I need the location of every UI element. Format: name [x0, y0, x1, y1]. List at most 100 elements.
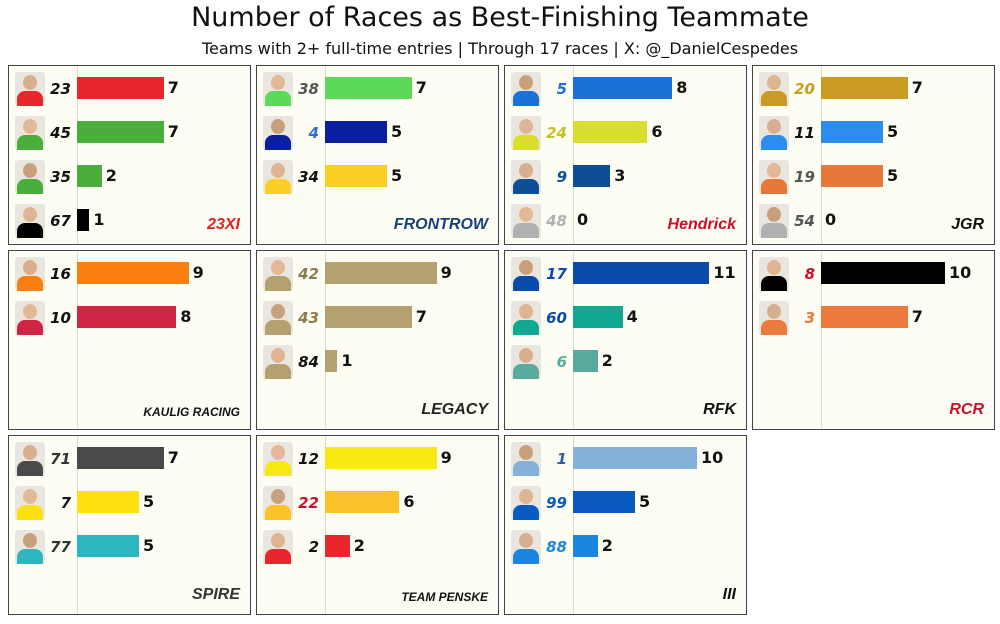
- driver-photo: [511, 204, 541, 238]
- driver-photo: [263, 530, 293, 564]
- driver-firesuit: [513, 135, 539, 150]
- car-number: 71: [50, 450, 71, 468]
- car-number: 5: [556, 80, 567, 98]
- bar: [325, 447, 437, 469]
- car-number: 3: [804, 309, 815, 327]
- driver-photo: [511, 530, 541, 564]
- driver-firesuit: [513, 461, 539, 476]
- data-label: 5: [391, 166, 403, 185]
- driver-photo: [759, 257, 789, 291]
- chart-subtitle: Teams with 2+ full-time entries | Throug…: [201, 39, 799, 58]
- driver-row: 20 7: [753, 72, 994, 106]
- bar: [77, 209, 90, 231]
- driver-head: [271, 260, 285, 275]
- driver-firesuit: [17, 461, 43, 476]
- team-panel: 1 10 99 5 88 2 III: [504, 435, 747, 615]
- driver-row: 11 5: [753, 116, 994, 150]
- axis-zero-line: [77, 436, 78, 614]
- driver-row: 22 6: [257, 486, 498, 520]
- driver-firesuit: [265, 461, 291, 476]
- driver-row: 24 6: [505, 116, 746, 150]
- team-logo: JGR: [951, 216, 984, 233]
- driver-firesuit: [17, 549, 43, 564]
- bar: [573, 306, 623, 328]
- driver-head: [767, 207, 781, 222]
- driver-photo: [15, 257, 45, 291]
- car-number: 99: [546, 494, 567, 512]
- data-label: 8: [676, 78, 688, 97]
- driver-firesuit: [761, 91, 787, 106]
- team-logo: III: [722, 586, 736, 603]
- bar: [325, 535, 350, 557]
- driver-head: [519, 119, 533, 134]
- driver-photo: [759, 301, 789, 335]
- car-number: 2: [308, 538, 319, 556]
- data-label: 8: [180, 307, 192, 326]
- car-number: 20: [794, 80, 815, 98]
- data-label: 7: [167, 122, 179, 141]
- car-number: 19: [794, 168, 815, 186]
- driver-firesuit: [17, 276, 43, 291]
- driver-head: [271, 533, 285, 548]
- driver-firesuit: [513, 91, 539, 106]
- driver-head: [767, 304, 781, 319]
- driver-firesuit: [761, 276, 787, 291]
- driver-photo: [263, 442, 293, 476]
- team-logo: SPIRE: [191, 586, 240, 603]
- data-label: 7: [415, 78, 427, 97]
- car-number: 16: [50, 265, 71, 283]
- driver-firesuit: [513, 364, 539, 379]
- data-label: 5: [143, 536, 155, 555]
- bar: [325, 262, 437, 284]
- driver-head: [271, 75, 285, 90]
- driver-photo: [511, 116, 541, 150]
- driver-firesuit: [513, 223, 539, 238]
- driver-photo: [15, 530, 45, 564]
- axis-zero-line: [573, 436, 574, 614]
- car-number: 48: [546, 212, 567, 230]
- data-label: 7: [911, 78, 923, 97]
- data-label: 11: [713, 263, 736, 282]
- driver-firesuit: [265, 179, 291, 194]
- bar: [325, 77, 412, 99]
- driver-head: [519, 207, 533, 222]
- driver-head: [271, 489, 285, 504]
- data-label: 5: [887, 122, 899, 141]
- data-label: 2: [601, 536, 613, 555]
- driver-photo: [263, 301, 293, 335]
- driver-head: [271, 348, 285, 363]
- driver-row: 12 9: [257, 442, 498, 476]
- driver-firesuit: [17, 505, 43, 520]
- driver-head: [23, 533, 37, 548]
- team-panel: 38 7 4 5 34 5 FRONTROW: [256, 65, 499, 245]
- driver-photo: [15, 116, 45, 150]
- data-label: 5: [143, 492, 155, 511]
- driver-photo: [759, 160, 789, 194]
- team-logo: RCR: [949, 401, 984, 418]
- bar: [77, 165, 102, 187]
- bar: [573, 77, 673, 99]
- driver-head: [271, 304, 285, 319]
- driver-head: [519, 304, 533, 319]
- data-label: 0: [577, 210, 589, 229]
- driver-photo: [15, 442, 45, 476]
- car-number: 35: [50, 168, 71, 186]
- driver-head: [271, 119, 285, 134]
- driver-head: [519, 445, 533, 460]
- driver-photo: [15, 301, 45, 335]
- data-label: 4: [626, 307, 638, 326]
- data-label: 2: [105, 166, 117, 185]
- driver-head: [23, 304, 37, 319]
- driver-firesuit: [17, 179, 43, 194]
- data-label: 1: [93, 210, 105, 229]
- driver-head: [23, 163, 37, 178]
- axis-zero-line: [821, 251, 822, 429]
- driver-head: [767, 75, 781, 90]
- driver-head: [767, 260, 781, 275]
- driver-row: 34 5: [257, 160, 498, 194]
- data-label: 3: [614, 166, 626, 185]
- car-number: 88: [546, 538, 567, 556]
